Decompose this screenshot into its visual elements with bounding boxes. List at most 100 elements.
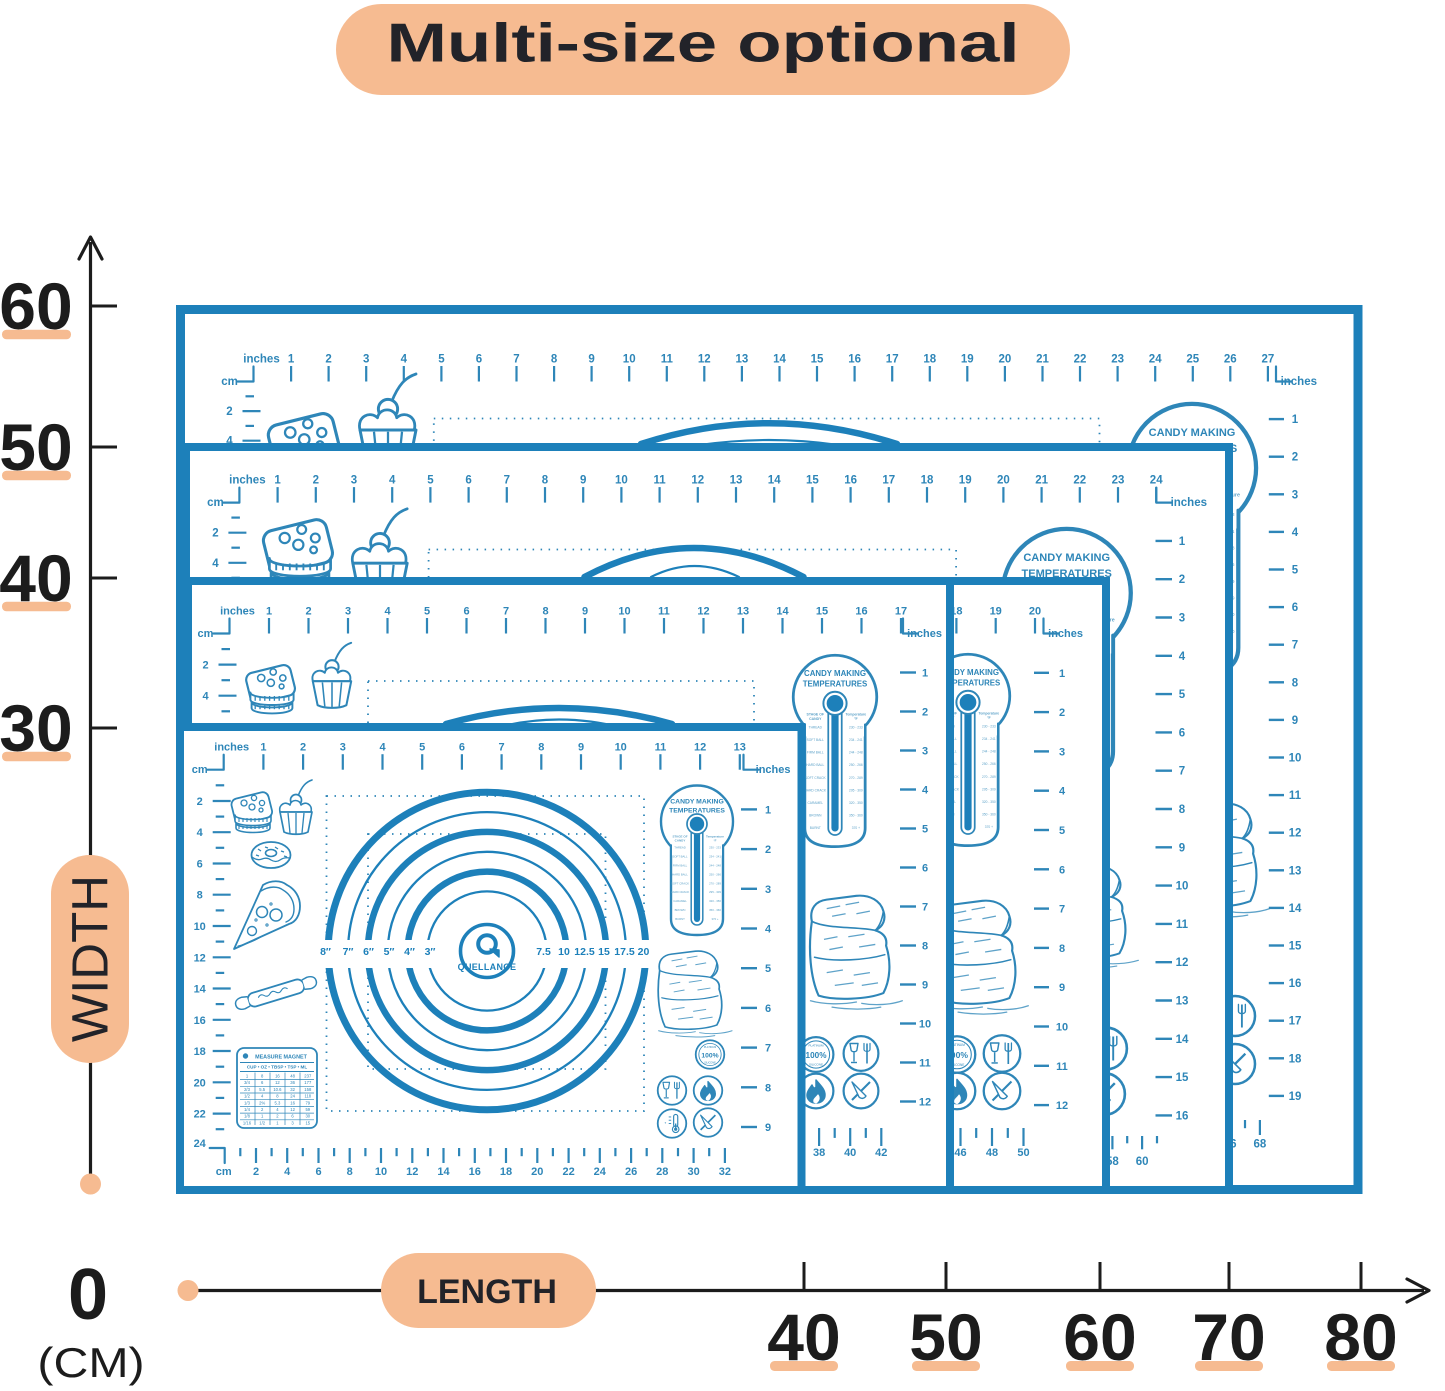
- svg-text:TEMPERATURES: TEMPERATURES: [1022, 568, 1112, 580]
- svg-text:0: 0: [68, 1255, 108, 1335]
- svg-text:STAGE OF: STAGE OF: [807, 713, 824, 717]
- svg-text:5: 5: [1179, 689, 1186, 701]
- svg-text:1: 1: [276, 1120, 279, 1125]
- svg-text:°: °: [665, 1121, 667, 1126]
- svg-text:CARAMEL: CARAMEL: [673, 899, 687, 903]
- svg-text:4: 4: [1292, 527, 1299, 539]
- svg-text:8: 8: [542, 475, 549, 487]
- svg-text:79: 79: [305, 1100, 310, 1105]
- svg-text:CANDY MAKING: CANDY MAKING: [1149, 427, 1236, 439]
- svg-text:4: 4: [384, 606, 391, 618]
- svg-text:22: 22: [562, 1166, 574, 1178]
- svg-text:5: 5: [1292, 565, 1299, 577]
- svg-text:12: 12: [275, 1080, 280, 1085]
- svg-text:237: 237: [304, 1074, 312, 1079]
- svg-text:16: 16: [844, 475, 857, 487]
- svg-text:27: 27: [1262, 354, 1275, 366]
- svg-text:18: 18: [923, 354, 936, 366]
- svg-text:48: 48: [290, 1074, 295, 1079]
- svg-text:22: 22: [1074, 354, 1087, 366]
- svg-text:4: 4: [1059, 786, 1066, 798]
- svg-text:14: 14: [768, 475, 781, 487]
- svg-text:11: 11: [655, 742, 667, 754]
- svg-text:244 - 248: 244 - 248: [709, 863, 721, 867]
- svg-text:250 - 266: 250 - 266: [982, 762, 996, 766]
- svg-text:350 - 360: 350 - 360: [709, 908, 721, 912]
- svg-text:2%: 2%: [259, 1100, 265, 1105]
- svg-text:14: 14: [1176, 1034, 1189, 1046]
- svg-text:8: 8: [765, 1082, 771, 1094]
- svg-text:25: 25: [1186, 354, 1199, 366]
- svg-text:4: 4: [276, 1107, 279, 1112]
- svg-text:inches: inches: [907, 628, 942, 640]
- svg-text:5.3: 5.3: [274, 1100, 280, 1105]
- svg-text:14: 14: [437, 1166, 450, 1178]
- svg-text:CANDY: CANDY: [675, 839, 686, 843]
- svg-text:(CM): (CM): [37, 1339, 144, 1386]
- svg-text:18: 18: [1289, 1053, 1302, 1065]
- svg-text:4: 4: [379, 742, 386, 754]
- svg-text:SOFT BALL: SOFT BALL: [672, 854, 687, 858]
- svg-text:5: 5: [765, 963, 771, 975]
- svg-text:3: 3: [351, 475, 357, 487]
- svg-text:26: 26: [625, 1166, 637, 1178]
- svg-text:8: 8: [551, 354, 558, 366]
- svg-text:CARAMEL: CARAMEL: [807, 801, 823, 805]
- svg-text:12: 12: [194, 952, 206, 964]
- svg-text:6: 6: [463, 606, 469, 618]
- svg-text:350 - 360: 350 - 360: [982, 813, 996, 817]
- svg-text:23: 23: [1111, 354, 1124, 366]
- svg-text:21: 21: [1036, 354, 1049, 366]
- svg-text:370 +: 370 +: [985, 825, 993, 829]
- svg-text:10: 10: [1176, 881, 1189, 893]
- svg-text:PLATINUM: PLATINUM: [809, 1044, 824, 1048]
- svg-text:9: 9: [1179, 842, 1185, 854]
- svg-text:17.5: 17.5: [614, 946, 635, 958]
- svg-text:4: 4: [197, 827, 204, 839]
- svg-text:2: 2: [922, 707, 928, 719]
- svg-text:cm: cm: [221, 376, 238, 388]
- svg-text:13: 13: [737, 606, 749, 618]
- svg-text:3: 3: [291, 1120, 294, 1125]
- svg-text:2/3: 2/3: [244, 1087, 250, 1092]
- svg-text:20: 20: [638, 946, 650, 958]
- svg-text:38: 38: [813, 1147, 825, 1159]
- svg-text:QUELLANCE: QUELLANCE: [458, 962, 517, 972]
- svg-text:2: 2: [212, 528, 218, 540]
- svg-text:234 - 241: 234 - 241: [849, 738, 863, 742]
- svg-text:2: 2: [226, 406, 232, 418]
- svg-text:2: 2: [261, 1107, 264, 1112]
- svg-text:11: 11: [661, 354, 674, 366]
- svg-text:20: 20: [194, 1077, 206, 1089]
- svg-text:WIDTH: WIDTH: [62, 875, 119, 1042]
- svg-text:2: 2: [202, 660, 208, 672]
- svg-text:370 +: 370 +: [711, 917, 718, 921]
- svg-text:295 - 309: 295 - 309: [709, 890, 721, 894]
- svg-text:1: 1: [261, 1114, 264, 1119]
- svg-text:32: 32: [290, 1087, 295, 1092]
- svg-text:3: 3: [1292, 489, 1298, 501]
- svg-text:230 - 233: 230 - 233: [982, 724, 996, 728]
- svg-text:5″: 5″: [384, 946, 395, 958]
- svg-text:1: 1: [246, 1074, 249, 1079]
- svg-text:inches: inches: [1281, 376, 1317, 388]
- svg-text:1/16: 1/16: [243, 1120, 252, 1125]
- svg-text:9: 9: [765, 1122, 771, 1134]
- svg-text:8: 8: [347, 1166, 353, 1178]
- svg-text:24: 24: [594, 1166, 607, 1178]
- svg-text:12: 12: [691, 475, 704, 487]
- svg-text:inches: inches: [756, 764, 791, 776]
- svg-text:15: 15: [1289, 941, 1302, 953]
- svg-text:18: 18: [500, 1166, 512, 1178]
- svg-text:11: 11: [1056, 1061, 1068, 1073]
- svg-text:15: 15: [816, 606, 828, 618]
- svg-text:cm: cm: [216, 1166, 232, 1178]
- svg-text:10: 10: [1056, 1022, 1068, 1034]
- svg-text:cm: cm: [198, 628, 214, 640]
- svg-text:12: 12: [694, 742, 706, 754]
- svg-text:9: 9: [582, 606, 588, 618]
- svg-text:cm: cm: [207, 497, 224, 509]
- svg-text:1: 1: [274, 475, 281, 487]
- svg-text:11: 11: [658, 606, 670, 618]
- svg-text:7: 7: [1292, 640, 1298, 652]
